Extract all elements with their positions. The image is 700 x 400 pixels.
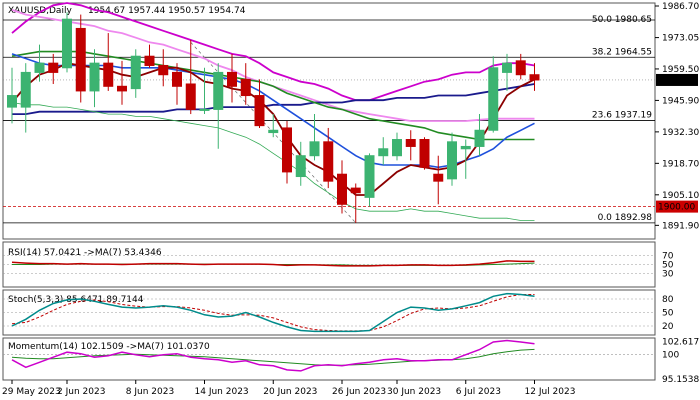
bull-candle	[295, 155, 306, 178]
bull-candle	[502, 62, 512, 73]
stoch-tick-label: 20	[662, 322, 674, 332]
stoch-tick-label: 80	[662, 295, 674, 305]
bear-candle	[405, 139, 416, 147]
momentum-tick-label: 100	[662, 351, 679, 361]
support-tag	[656, 200, 698, 213]
bear-candle	[240, 78, 251, 97]
momentum-title: Momentum(14) 102.1509 ->MA(7) 101.0370	[8, 342, 210, 352]
rsi-tick-label: 30	[662, 270, 674, 280]
bull-candle	[213, 71, 224, 110]
price-plot: 50.0 1980.65 38.2 1964.55 23.6 1937.19 0.0 …	[3, 2, 655, 224]
y-tick-label: 1932.30	[662, 128, 699, 138]
bull-candle	[447, 141, 457, 180]
bull-candle	[460, 145, 471, 150]
navy-line	[12, 83, 535, 115]
bull-candle	[89, 62, 100, 92]
bull-candle	[378, 148, 389, 157]
rsi-title: RSI(14) 57.0421 ->MA(7) 53.4346	[8, 248, 162, 258]
momentum-panel-frame	[2, 337, 656, 381]
ohlc-label: 1954.67 1957.44 1950.57 1954.74	[88, 6, 246, 16]
last-price-tag	[656, 73, 698, 86]
bear-candle	[48, 62, 59, 73]
fib-level-label: 23.6 1937.19	[592, 111, 652, 121]
bear-candle	[433, 173, 444, 182]
bear-candle	[185, 83, 196, 110]
bull-candle	[130, 55, 141, 90]
bear-candle	[158, 64, 169, 76]
y-tick-label: 1945.90	[662, 96, 699, 106]
bb-env-line	[11, 102, 535, 221]
y-tick-label: 1918.70	[662, 159, 699, 169]
x-tick-label: 20 Jun 2023	[263, 387, 317, 397]
stoch-plot	[3, 292, 655, 333]
x-tick-label: 29 May 2023	[2, 387, 61, 397]
rsi-tick-label: 50	[662, 261, 674, 271]
bear-candle	[515, 60, 526, 76]
bear-candle	[282, 127, 292, 173]
bull-candle	[309, 141, 320, 157]
last-price-label: 1954.74	[658, 76, 695, 86]
bear-candle	[254, 95, 265, 127]
x-tick-label: 12 Jul 2023	[525, 387, 576, 397]
bull-candle	[199, 108, 210, 111]
momentum-tick-label: 102.617	[662, 337, 699, 347]
bear-candle	[529, 74, 540, 81]
stoch-main-line	[11, 292, 535, 333]
x-tick-label: 6 Jul 2023	[456, 387, 501, 397]
stoch-tick-label: 50	[662, 309, 674, 319]
rsi-line	[11, 260, 535, 267]
fib-level-label: 38.2 1964.55	[592, 47, 652, 57]
y-tick-label: 1891.90	[662, 221, 699, 231]
rsi-tick-label: 70	[662, 252, 674, 262]
bull-candle	[364, 155, 375, 198]
y-tick-label: 1973.05	[662, 34, 699, 44]
y-tick-label: 1986.70	[662, 2, 699, 12]
momentum-plot	[3, 339, 655, 372]
y-tick-label: 1959.50	[662, 65, 699, 75]
bear-candle	[144, 55, 155, 66]
momentum-tick-label: 95.1538	[662, 375, 699, 385]
bear-candle	[323, 141, 334, 182]
bull-candle	[20, 71, 31, 108]
y-tick-label: 1905.10	[662, 191, 699, 201]
fib-level-label: 50.0 1980.65	[592, 15, 652, 25]
bull-candle	[268, 129, 279, 134]
bear-candle	[337, 173, 347, 205]
bear-candle	[103, 62, 114, 87]
rsi-plot	[3, 255, 655, 274]
bull-candle	[62, 18, 72, 69]
bear-candle	[350, 187, 361, 194]
momentum-line	[11, 339, 535, 372]
x-tick-label: 2 Jun 2023	[57, 387, 105, 397]
x-tick-label: 14 Jun 2023	[195, 387, 249, 397]
bull-candle	[488, 67, 499, 131]
main-panel-frame	[2, 2, 656, 240]
upper-band-line	[11, 2, 535, 102]
bull-candle	[392, 139, 402, 157]
x-tick-label: 26 Jun 2023	[332, 387, 386, 397]
bear-candle	[227, 71, 237, 87]
bull-candle	[7, 95, 17, 108]
bear-candle	[419, 139, 430, 168]
x-tick-label: 8 Jun 2023	[126, 387, 174, 397]
green-ma-line	[11, 50, 535, 141]
support-label: 1900.00	[658, 203, 695, 213]
x-tick-label: 30 Jun 2023	[387, 387, 441, 397]
bull-candle	[34, 62, 45, 73]
fib-level-label: 0.0 1892.98	[598, 213, 653, 223]
bear-candle	[172, 71, 182, 87]
stoch-signal-line	[11, 294, 535, 332]
bear-candle	[75, 27, 86, 92]
bull-candle	[474, 129, 485, 147]
bear-candle	[117, 85, 127, 92]
